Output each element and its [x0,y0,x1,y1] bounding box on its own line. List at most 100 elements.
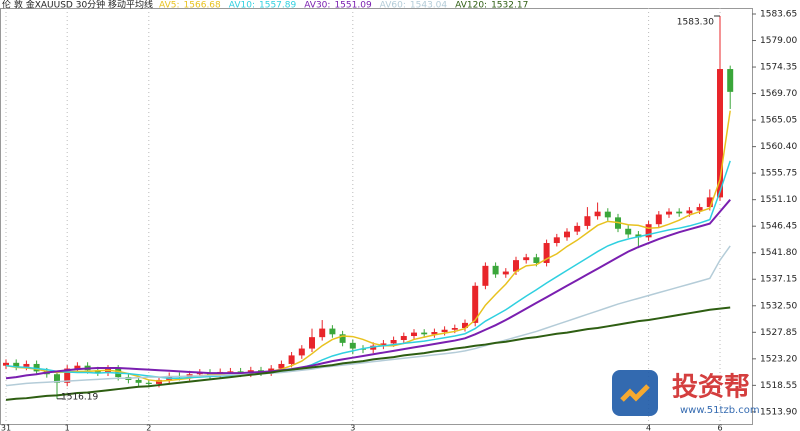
candle-body [635,234,642,238]
y-tick-label: 1555.75 [760,169,797,179]
labels: 1513.90 1518.55 1523.20 1527.85 1532.50 1537.… [1,9,798,431]
candle-body [421,332,428,335]
high-label: 1583.30 [677,17,714,27]
candle-body [584,216,591,226]
y-tick-label: 1537.15 [760,275,797,285]
candle-body [492,265,499,275]
candle-body [33,363,40,372]
candle-body [390,340,397,344]
low-label: 1516.19 [61,392,98,402]
candle-body [319,328,326,338]
candle-body [309,337,315,349]
ma-lines [5,110,731,401]
candle-body [298,348,305,356]
candle-body [533,257,540,263]
candle-body [696,207,703,211]
candle-body [227,371,234,373]
y-tick-label: 1574.35 [760,63,797,73]
chart-title: 伦 敦 金XAUUSD 30分钟 移动平均线 [2,0,153,11]
candle-body [431,332,438,335]
y-tick-label: 1527.85 [760,328,797,338]
x-tick-label: 4 [646,424,651,431]
candle-body [64,368,71,383]
grid [5,8,756,425]
y-tick-label: 1583.65 [760,9,797,19]
legend-value: 1532.17 [491,1,528,11]
x-tick-label: 3 [350,424,355,431]
x-tick-label: 2 [146,424,151,431]
candle-body [604,211,611,218]
legend-value: 1543.04 [410,1,447,11]
candle-body [625,228,632,235]
candle-body [574,225,581,232]
legend-name: AV10: [229,1,255,11]
candle-body [54,374,60,383]
legend-name: AV30: [304,1,330,11]
y-tick-label: 1565.05 [760,116,797,126]
candle-body [288,355,295,364]
candle-body [523,257,530,261]
logo-arrow [620,384,650,402]
candle-body [23,363,30,367]
logo [612,370,658,416]
legend-value: 1566.68 [184,1,221,11]
y-tick-label: 1541.80 [760,248,797,258]
candle-body [339,334,346,343]
candle-body [349,342,356,349]
ma-line [5,160,731,379]
candle-body [145,382,152,384]
candle-body [564,231,570,238]
y-tick-label: 1560.40 [760,142,797,152]
candle-body [3,362,9,366]
candle-body [329,328,336,335]
legend-name: AV60: [380,1,406,11]
candle-body [594,211,601,217]
legend-name: AV5: [159,1,180,11]
ma-line [5,199,731,380]
candle-body [441,329,448,333]
candle-body [513,260,519,272]
legend-name: AV120: [455,1,487,11]
candle-body [676,211,683,214]
candle-body [135,379,142,383]
y-tick-label: 1513.90 [760,407,797,417]
candle-body [482,265,489,286]
candle-body [13,362,20,367]
y-tick-label: 1532.50 [760,301,797,311]
y-tick-label: 1579.00 [760,36,797,46]
candle-body [645,224,652,238]
candle-body [370,345,377,350]
watermark-name: 投资帮 [672,373,750,403]
watermark: 投资帮 www.51tzb.com [612,370,760,416]
candle-body [706,197,713,208]
candle-body [400,336,407,341]
candle-body [553,237,560,244]
y-tick-label: 1551.10 [760,195,797,205]
legend-value: 1557.89 [259,1,296,11]
candle-body [666,211,672,215]
y-tick-label: 1523.20 [760,354,797,364]
candle-body [380,343,387,346]
x-tick-label: 1 [65,424,70,431]
legend-value: 1551.09 [334,1,371,11]
candle-body [74,365,81,369]
candle-body [278,363,285,369]
ma-line [5,245,731,387]
x-tick-label: 31 [1,424,11,431]
candle-body [451,328,458,330]
candle-body [543,243,550,263]
candle-body [502,271,509,275]
x-tick-label: 6 [717,424,722,431]
candle-body [717,69,723,198]
candle-body [727,69,734,92]
header: 伦 敦 金XAUUSD 30分钟 移动平均线 AV5: 1566.68 AV10: 1… [2,0,528,11]
candle-body [655,214,662,225]
plot-frame [0,8,753,425]
y-tick-label: 1569.70 [760,89,797,99]
watermark-url: www.51tzb.com [680,405,760,416]
candle-body [156,379,162,384]
candle-body [411,332,417,337]
candle-body [686,210,693,214]
candle-body [462,322,468,329]
